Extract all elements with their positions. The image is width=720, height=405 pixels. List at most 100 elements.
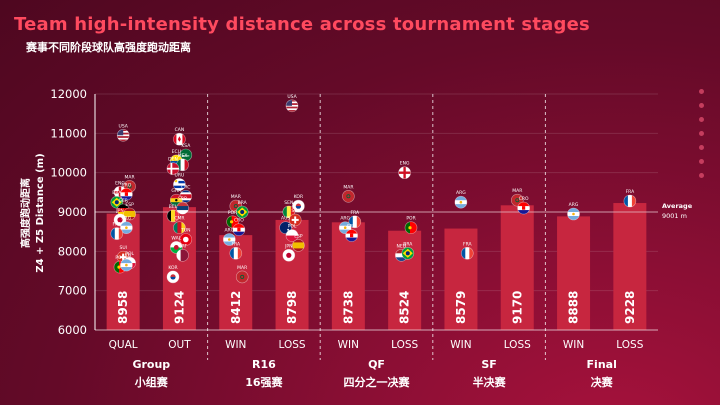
team-code-label: ARG bbox=[122, 216, 132, 222]
team-code-label: NED bbox=[397, 243, 407, 249]
bar bbox=[557, 216, 591, 330]
team-flag-cro: CRO bbox=[517, 196, 530, 215]
team-flag-jpn: JPN bbox=[282, 243, 296, 262]
team-code-label: ARG bbox=[456, 190, 466, 196]
team-code-label: MAR bbox=[512, 188, 522, 194]
group-label-en: R16 bbox=[252, 358, 276, 371]
team-code-label: DEN bbox=[168, 157, 178, 163]
group-label-cn: 四分之一决赛 bbox=[344, 375, 411, 389]
team-flag-wal: WAL bbox=[170, 235, 183, 254]
team-flag-kor: KOR bbox=[166, 265, 180, 284]
team-code-label: ENG bbox=[400, 161, 410, 167]
bar bbox=[613, 203, 647, 330]
team-code-label: MAR bbox=[125, 174, 135, 180]
team-flag-cro: CRO bbox=[345, 224, 358, 242]
team-flag-eng: ENG bbox=[398, 161, 411, 179]
x-tick-label: OUT bbox=[168, 339, 191, 351]
team-flag-esp: ESP bbox=[292, 233, 305, 252]
group-label-en: Group bbox=[132, 358, 170, 371]
team-code-label: QAT bbox=[178, 243, 187, 249]
team-code-label: JPN bbox=[115, 208, 123, 214]
team-code-label: CRC bbox=[181, 184, 190, 190]
team-code-label: GHA bbox=[171, 188, 182, 194]
x-tick-label: WIN bbox=[338, 339, 359, 351]
y-axis-label-en: Z4 + Z5 Distance (m) bbox=[35, 153, 46, 273]
x-tick-label: LOSS bbox=[279, 339, 306, 351]
average-label: Average bbox=[662, 202, 693, 210]
team-code-label: FRA bbox=[463, 241, 473, 247]
team-flag-esp: ESP bbox=[123, 202, 136, 221]
team-flag-arg: ARG bbox=[567, 202, 580, 221]
team-code-label: KSA bbox=[181, 143, 191, 149]
team-flag-qat: QAT bbox=[176, 243, 189, 262]
team-flag-usa: USA bbox=[116, 123, 130, 142]
team-flag-cro: CRO bbox=[120, 182, 133, 201]
team-flag-bel: BEL bbox=[166, 204, 180, 223]
decorative-dots bbox=[694, 80, 708, 220]
team-code-label: ENG bbox=[115, 180, 125, 186]
y-tick-label: 8000 bbox=[58, 244, 87, 258]
team-code-label: BRA bbox=[238, 200, 248, 206]
bar-value-label: 8579 bbox=[454, 291, 468, 324]
team-code-label: ARG bbox=[122, 253, 132, 259]
group-label-cn: 16强赛 bbox=[245, 375, 283, 389]
team-flag-mar: MAR bbox=[342, 184, 355, 203]
team-flag-den: DEN bbox=[166, 157, 180, 175]
team-code-label: CMR bbox=[174, 216, 184, 222]
team-flag-usa: USA bbox=[285, 94, 299, 113]
team-code-label: MEX bbox=[178, 153, 188, 159]
team-code-label: USA bbox=[287, 94, 297, 100]
team-code-label: FRA bbox=[350, 210, 360, 216]
team-flag-kor: KOR bbox=[292, 194, 305, 213]
x-tick-label: WIN bbox=[450, 339, 471, 351]
chart-title: Team high-intensity distance across tour… bbox=[14, 14, 590, 35]
team-code-label: MAR bbox=[237, 265, 247, 271]
y-tick-label: 12000 bbox=[50, 87, 87, 101]
team-code-label: FRA bbox=[231, 241, 241, 247]
team-flag-arg: ARG bbox=[223, 228, 236, 246]
team-code-label: POR bbox=[228, 210, 237, 216]
y-tick-label: 9000 bbox=[58, 205, 87, 219]
team-code-label: TUN bbox=[180, 228, 190, 234]
team-flag-cro: CRO bbox=[232, 218, 246, 236]
team-code-label: CRO bbox=[347, 224, 357, 230]
team-code-label: KOR bbox=[168, 265, 177, 271]
y-axis-label-cn: 高强度跑动距离 bbox=[21, 178, 32, 249]
team-code-label: FRA bbox=[626, 189, 636, 195]
y-tick-label: 11000 bbox=[50, 126, 87, 140]
bar-value-label: 8524 bbox=[398, 291, 412, 324]
bar-value-label: 9228 bbox=[623, 291, 637, 324]
team-code-label: POL bbox=[125, 251, 134, 257]
bar bbox=[500, 205, 534, 330]
team-flag-cmr: CMR bbox=[173, 216, 186, 234]
team-flag-fra: FRA bbox=[623, 189, 637, 208]
group-label-cn: 小组赛 bbox=[134, 375, 169, 389]
team-flag-bra: BRA bbox=[401, 241, 415, 260]
team-flag-arg: ARG bbox=[454, 190, 468, 209]
team-flag-uru: URU bbox=[173, 173, 186, 191]
team-code-label: SEN bbox=[284, 200, 293, 206]
team-code-label: BRA bbox=[403, 241, 413, 247]
team-flag-pol: POL bbox=[285, 224, 299, 242]
team-flag-sui: SUI bbox=[288, 208, 302, 227]
team-code-label: ARG bbox=[569, 202, 579, 208]
team-code-label: MAR bbox=[231, 194, 241, 200]
team-code-label: CRO bbox=[121, 182, 131, 188]
team-code-label: SUI bbox=[291, 208, 298, 214]
x-tick-label: WIN bbox=[563, 339, 584, 351]
team-code-label: ARG bbox=[224, 228, 234, 234]
group-label-en: SF bbox=[481, 358, 496, 371]
average-value-label: 9001 m bbox=[662, 212, 687, 220]
team-flag-bra: BRA bbox=[235, 200, 249, 219]
y-tick-label: 7000 bbox=[58, 284, 87, 298]
team-code-label: WAL bbox=[171, 235, 181, 241]
team-flag-arg: ARG bbox=[120, 253, 133, 272]
team-code-label: BEL bbox=[169, 204, 178, 210]
y-tick-label: 10000 bbox=[50, 166, 87, 180]
bar-value-label: 8888 bbox=[567, 291, 581, 324]
team-flag-srb: SRB bbox=[176, 196, 189, 215]
team-flag-por: POR bbox=[404, 216, 418, 234]
y-axis-label: 高强度跑动距离 Z4 + Z5 Distance (m) bbox=[20, 153, 48, 272]
team-code-label: URU bbox=[175, 173, 185, 179]
